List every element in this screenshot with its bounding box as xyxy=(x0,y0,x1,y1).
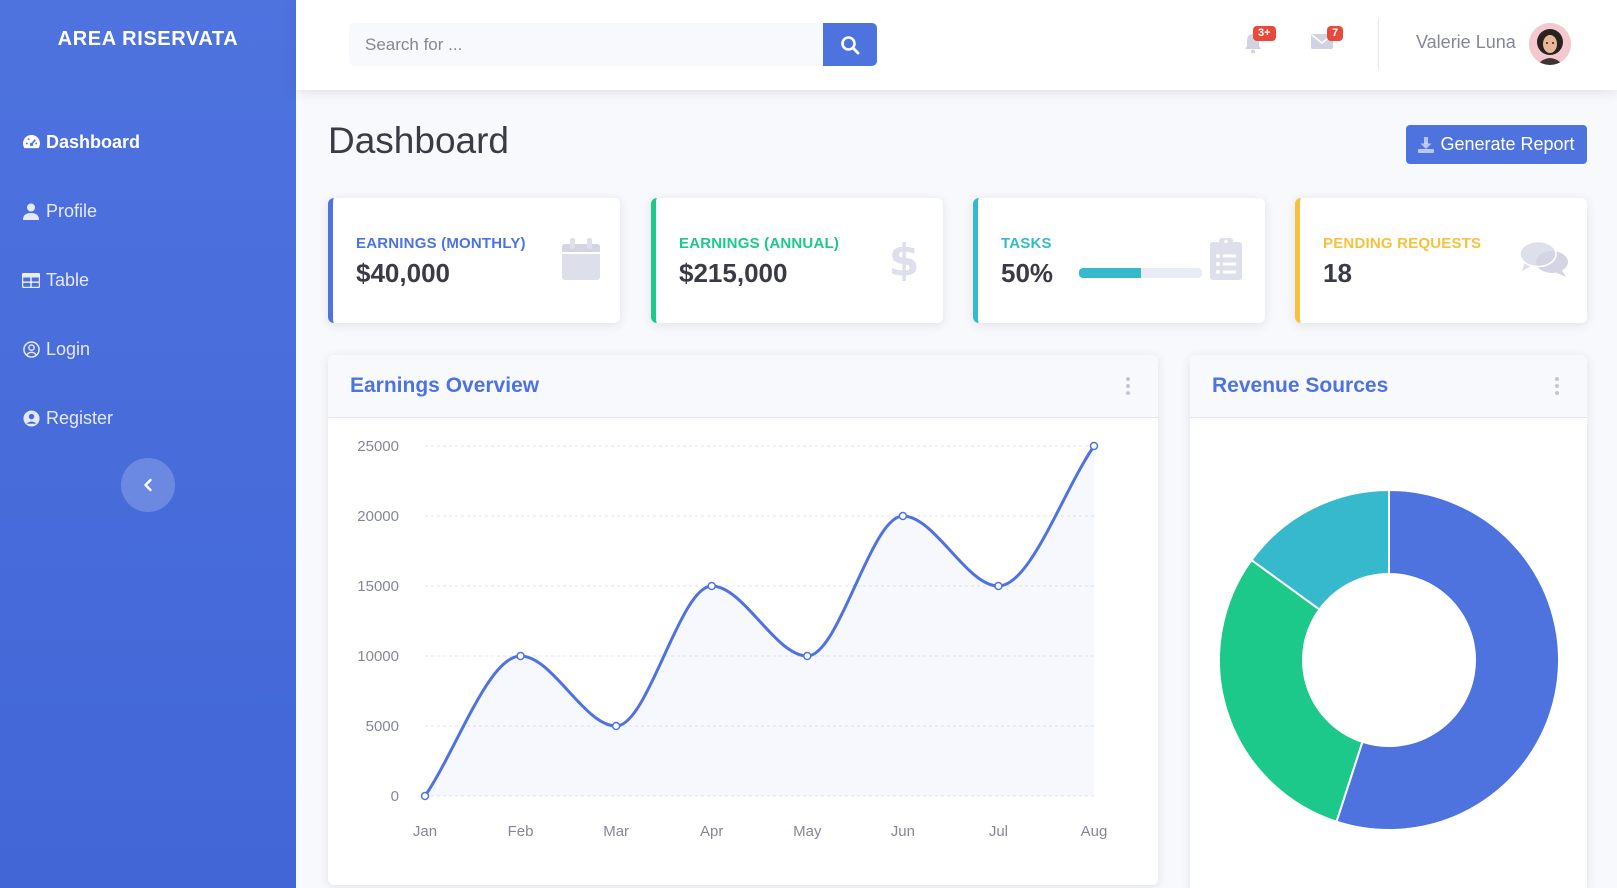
card-value: 18 xyxy=(1323,258,1352,288)
alerts-dropdown[interactable]: 3+ xyxy=(1243,26,1276,56)
y-tick-label: 0 xyxy=(391,788,399,805)
dot xyxy=(1555,391,1559,395)
panel-header: Revenue Sources xyxy=(1190,355,1587,418)
user-icon xyxy=(21,202,41,222)
card-pending-requests: Pending Requests 18 xyxy=(1295,198,1587,323)
data-point[interactable] xyxy=(803,651,812,661)
data-point[interactable] xyxy=(994,581,1003,591)
card-earnings-annual: Earnings (Annual) $215,000 $ xyxy=(651,198,943,323)
dollar-icon: $ xyxy=(883,236,925,282)
user-circle-icon xyxy=(21,409,41,429)
y-tick-label: 5000 xyxy=(366,718,399,735)
dot xyxy=(1126,384,1130,388)
revenue-donut-chart xyxy=(1218,488,1560,831)
tasks-progress-fill xyxy=(1079,268,1141,278)
user-circle-outline-icon xyxy=(21,340,41,360)
x-tick-label: May xyxy=(793,823,822,840)
x-tick-label: Mar xyxy=(603,823,629,840)
dots-vertical-icon xyxy=(1126,377,1130,381)
sidebar-item-register[interactable]: Register xyxy=(0,384,296,453)
sidebar-item-label: Login xyxy=(46,339,91,359)
alerts-badge: 3+ xyxy=(1253,26,1276,41)
topbar-divider xyxy=(1378,18,1379,70)
card-earnings-monthly: Earnings (Monthly) $40,000 xyxy=(328,198,620,323)
card-value: $40,000 xyxy=(356,258,450,288)
sidebar-toggle-button[interactable] xyxy=(121,458,175,512)
panel-title: Earnings Overview xyxy=(350,374,540,397)
card-tasks: Tasks 50% xyxy=(973,198,1265,323)
sidebar-item-dashboard[interactable]: Dashboard xyxy=(0,108,296,177)
y-tick-label: 20000 xyxy=(357,508,399,525)
table-icon xyxy=(21,271,41,291)
comments-icon xyxy=(1519,236,1569,282)
messages-badge: 7 xyxy=(1327,26,1344,41)
sidebar-item-profile[interactable]: Profile xyxy=(0,177,296,246)
sidebar-item-label: Table xyxy=(46,270,90,290)
data-point[interactable] xyxy=(1089,441,1099,451)
search-bar xyxy=(349,23,877,66)
dots-vertical-icon xyxy=(1555,377,1559,381)
x-tick-label: Feb xyxy=(508,823,534,840)
x-tick-label: Jan xyxy=(413,823,437,840)
x-tick-label: Jun xyxy=(891,823,915,840)
tachometer-icon xyxy=(21,133,41,153)
card-value: 50% xyxy=(1001,258,1054,288)
search-icon xyxy=(841,35,860,54)
topbar: 3+ 7 Valerie Luna xyxy=(296,0,1617,90)
clipboard-list-icon xyxy=(1205,236,1247,282)
tasks-progress-bar xyxy=(1079,268,1202,278)
messages-dropdown[interactable]: 7 xyxy=(1311,26,1344,56)
revenue-sources-panel: Revenue Sources xyxy=(1190,355,1587,888)
panel-header: Earnings Overview xyxy=(328,355,1158,418)
earnings-area-chart: 0 5000 10000 15000 20000 25000 Jan Feb Mar Apr May… xyxy=(357,438,1108,840)
download-icon xyxy=(1418,136,1435,153)
dot xyxy=(1555,384,1559,388)
sidebar: AREA RISERVATA Dashboard Profile Table L… xyxy=(0,0,296,888)
series-line xyxy=(423,445,1096,797)
sidebar-item-label: Dashboard xyxy=(46,132,141,152)
sidebar-item-label: Profile xyxy=(46,201,98,221)
x-tick-label: Apr xyxy=(700,823,723,840)
search-input[interactable] xyxy=(349,23,823,66)
data-point[interactable] xyxy=(516,651,525,661)
avatar[interactable] xyxy=(1529,23,1571,65)
donut-slice[interactable] xyxy=(1335,488,1560,831)
card-label: Earnings (Annual) xyxy=(679,235,840,252)
card-label: Earnings (Monthly) xyxy=(356,235,526,252)
generate-report-button[interactable]: Generate Report xyxy=(1406,125,1587,164)
card-value: $215,000 xyxy=(679,258,788,288)
user-name[interactable]: Valerie Luna xyxy=(1416,32,1516,52)
panel-title: Revenue Sources xyxy=(1212,374,1389,397)
sidebar-nav: Dashboard Profile Table Login Register xyxy=(0,108,296,453)
data-point[interactable] xyxy=(611,721,621,731)
revenue-menu-button[interactable] xyxy=(1553,375,1561,397)
donut-slice[interactable] xyxy=(1218,558,1364,823)
data-point[interactable] xyxy=(707,581,716,591)
search-button[interactable] xyxy=(823,23,877,66)
sidebar-item-table[interactable]: Table xyxy=(0,246,296,315)
donut-slice[interactable] xyxy=(1250,488,1390,611)
y-tick-label: 25000 xyxy=(357,438,399,455)
data-point[interactable] xyxy=(420,791,430,801)
calendar-icon xyxy=(560,236,602,282)
card-label: Tasks xyxy=(1001,235,1052,252)
earnings-menu-button[interactable] xyxy=(1124,375,1132,397)
page-title: Dashboard xyxy=(328,120,510,161)
dot xyxy=(1126,391,1130,395)
generate-report-label: Generate Report xyxy=(1440,134,1575,154)
earnings-overview-panel: Earnings Overview 0 5000 10000 15000 20000 25… xyxy=(328,355,1158,885)
y-tick-label: 15000 xyxy=(357,578,399,595)
sidebar-item-label: Register xyxy=(46,408,114,428)
x-tick-label: Jul xyxy=(989,823,1008,840)
sidebar-item-login[interactable]: Login xyxy=(0,315,296,384)
y-tick-label: 10000 xyxy=(357,648,399,665)
sidebar-brand[interactable]: AREA RISERVATA xyxy=(57,28,239,50)
chevron-left-icon xyxy=(144,478,152,492)
data-point[interactable] xyxy=(898,511,908,521)
card-label: Pending Requests xyxy=(1323,235,1482,252)
svg-text:$: $ xyxy=(891,237,917,281)
x-tick-label: Aug xyxy=(1081,823,1108,840)
